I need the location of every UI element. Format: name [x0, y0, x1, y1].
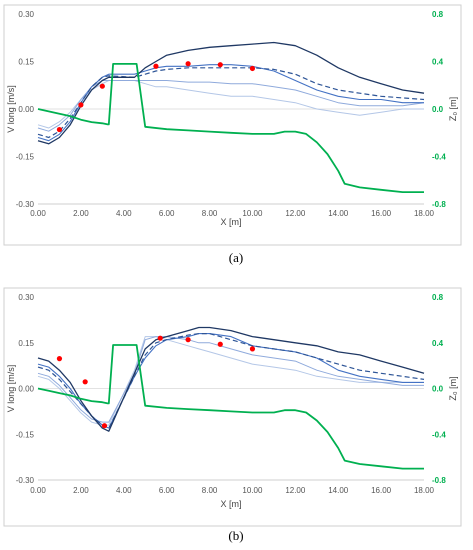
panel-b-measured-point — [249, 346, 256, 352]
panel-b-y-tick-label: 0.30 — [18, 293, 34, 302]
panel-b-y2-tick-label: 0.8 — [432, 293, 444, 302]
panel-b-y-tick-label: -0.30 — [16, 476, 35, 485]
panel-a-x-tick-label: 0.00 — [30, 209, 46, 218]
panel-a-x-tick-label: 4.00 — [116, 209, 132, 218]
panel-a-y-tick-label: 0.00 — [18, 105, 34, 114]
panel-a-velocity-series-dark — [37, 41, 425, 145]
panel-a-measured-point — [99, 83, 105, 89]
panel-a-velocity-series-pale — [37, 80, 424, 129]
panel-b-x-tick-label: 12.00 — [285, 486, 306, 495]
panel-a-x-tick-label: 14.00 — [328, 209, 349, 218]
panel-b-x-tick-label: 16.00 — [371, 486, 392, 495]
panel-b-measured-point — [185, 337, 191, 343]
panel-b-y2-tick-label: -0.4 — [432, 430, 446, 439]
panel-b-measured-point — [157, 335, 163, 341]
panel-b-y2-tick-label: 0.4 — [432, 339, 444, 348]
panel-b-velocity-series-mid — [37, 333, 424, 429]
panel-a-y2-tick-label: -0.8 — [432, 200, 446, 209]
panel-b-x-tick-label: 2.00 — [73, 486, 89, 495]
panel-b-y2-axis-title: Z₀ [m] — [448, 376, 458, 400]
panel-b-x-tick-label: 8.00 — [202, 486, 218, 495]
panel-b-x-tick-label: 18.00 — [414, 486, 435, 495]
panel-a-x-tick-label: 2.00 — [73, 209, 89, 218]
panel-a-y-tick-label: 0.30 — [18, 10, 34, 19]
panel-b-x-tick-label: 4.00 — [116, 486, 132, 495]
panel-a-x-tick-label: 12.00 — [285, 209, 306, 218]
panel-a-y2-tick-label: -0.4 — [432, 153, 446, 162]
panel-a-measured-point — [217, 62, 223, 68]
panel-a-caption: (a) — [229, 250, 243, 265]
panel-a-measured-point — [56, 126, 63, 133]
panel-a-x-tick-label: 8.00 — [202, 209, 218, 218]
panel-b-measured-point — [82, 379, 88, 385]
panel-a-x-tick-label: 16.00 — [371, 209, 392, 218]
panel-b-x-tick-label: 0.00 — [30, 486, 46, 495]
panel-b-x-tick-label: 10.00 — [242, 486, 263, 495]
panel-a-y2-tick-label: 0.8 — [432, 10, 444, 19]
panel-b-x-tick-label: 6.00 — [159, 486, 175, 495]
panel-a-velocity-series-dashed — [37, 67, 425, 139]
panel-b-x-axis-title: X [m] — [220, 499, 241, 509]
panel-a: 0.00 2.00 4.00 6.00 8.00 10.00 12.00 14.00 16.00… — [3, 4, 462, 246]
panel-b-y2-tick-label: 0.0 — [432, 385, 444, 394]
panel-a-x-axis-title: X [m] — [220, 217, 241, 227]
panel-b-measured-point — [217, 341, 223, 347]
panel-a-velocity-series-light — [37, 80, 425, 132]
panel-b-y-tick-label: 0.15 — [18, 339, 34, 348]
panel-a-y-axis-title: V long [m/s] — [6, 85, 16, 133]
panel-a-y2-tick-label: 0.4 — [432, 58, 444, 67]
panel-b-y-axis-title: V long [m/s] — [6, 365, 16, 413]
panel-b-caption: (b) — [228, 528, 243, 543]
panel-a-border — [3, 4, 462, 246]
panel-a-y2-tick-label: 0.0 — [432, 105, 444, 114]
panel-b-y-tick-label: 0.00 — [18, 385, 34, 394]
panel-b-bed-elevation-line — [37, 344, 424, 470]
panel-b-measured-point — [101, 423, 108, 429]
panel-a-bed-elevation-line — [37, 63, 424, 194]
panel-b-measured-point — [56, 356, 63, 362]
panel-a-y2-axis-title: Z₀ [m] — [448, 97, 458, 121]
panel-b-x-tick-label: 14.00 — [328, 486, 349, 495]
panel-b-velocity-series-dark — [37, 326, 425, 432]
panel-a-x-tick-label: 6.00 — [159, 209, 175, 218]
panel-b: 0.00 2.00 4.00 6.00 8.00 10.00 12.00 14.00 16.00… — [3, 287, 462, 527]
panel-a-velocity-series-mid — [37, 64, 424, 142]
panel-a-measured-point — [153, 63, 159, 69]
panel-a-y-tick-label: -0.30 — [16, 200, 35, 209]
panel-b-border — [3, 287, 462, 527]
panel-a-measured-point — [78, 102, 84, 108]
panel-a-x-tick-label: 18.00 — [414, 209, 435, 218]
panel-b-y-tick-label: -0.15 — [16, 430, 35, 439]
panel-b-velocity-series-dashed — [37, 333, 425, 429]
panel-a-x-tick-label: 10.00 — [242, 209, 263, 218]
panel-a-y-tick-label: 0.15 — [18, 58, 34, 67]
panel-a-y-tick-label: -0.15 — [16, 153, 35, 162]
panel-a-measured-point — [249, 65, 256, 72]
panel-a-measured-point — [185, 61, 191, 67]
panel-b-velocity-series-light — [37, 336, 424, 423]
panel-b-y2-tick-label: -0.8 — [432, 476, 446, 485]
panel-b-velocity-series-pale — [37, 336, 424, 426]
